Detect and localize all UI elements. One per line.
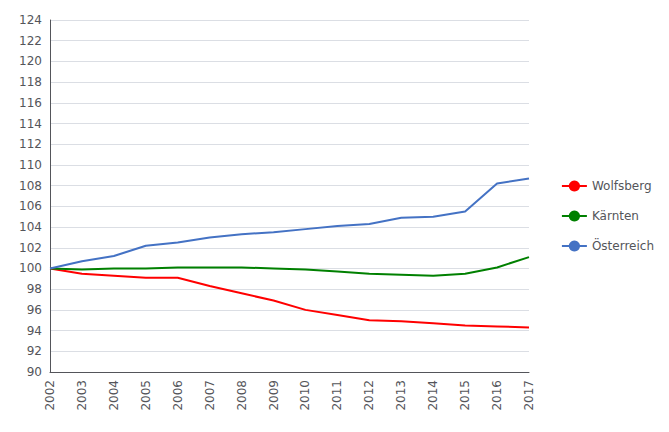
svg-text:2002: 2002 bbox=[43, 380, 57, 411]
svg-text:2007: 2007 bbox=[203, 380, 217, 411]
svg-text:106: 106 bbox=[19, 199, 42, 213]
svg-text:98: 98 bbox=[27, 282, 42, 296]
svg-text:90: 90 bbox=[27, 365, 42, 379]
svg-text:2015: 2015 bbox=[458, 380, 472, 411]
svg-text:2006: 2006 bbox=[171, 380, 185, 411]
svg-text:100: 100 bbox=[19, 261, 42, 275]
svg-text:110: 110 bbox=[19, 158, 42, 172]
svg-text:2014: 2014 bbox=[426, 380, 440, 411]
svg-text:116: 116 bbox=[19, 96, 42, 110]
svg-text:104: 104 bbox=[19, 220, 42, 234]
svg-text:2004: 2004 bbox=[107, 380, 121, 411]
svg-text:94: 94 bbox=[27, 324, 42, 338]
svg-text:2017: 2017 bbox=[522, 380, 536, 411]
svg-text:Kärnten: Kärnten bbox=[592, 209, 639, 223]
svg-text:2011: 2011 bbox=[330, 380, 344, 411]
svg-text:108: 108 bbox=[19, 179, 42, 193]
svg-text:Wolfsberg: Wolfsberg bbox=[592, 179, 652, 193]
svg-text:2008: 2008 bbox=[235, 380, 249, 411]
svg-text:Österreich: Österreich bbox=[592, 237, 654, 253]
svg-text:112: 112 bbox=[19, 137, 42, 151]
svg-text:92: 92 bbox=[27, 344, 42, 358]
svg-text:120: 120 bbox=[19, 54, 42, 68]
svg-text:114: 114 bbox=[19, 117, 42, 131]
svg-text:122: 122 bbox=[19, 34, 42, 48]
svg-text:2013: 2013 bbox=[394, 380, 408, 411]
svg-text:2005: 2005 bbox=[139, 380, 153, 411]
svg-text:2009: 2009 bbox=[267, 380, 281, 411]
svg-text:124: 124 bbox=[19, 13, 42, 27]
svg-text:2010: 2010 bbox=[298, 380, 312, 411]
svg-text:2012: 2012 bbox=[362, 380, 376, 411]
svg-text:96: 96 bbox=[27, 303, 42, 317]
svg-text:118: 118 bbox=[19, 75, 42, 89]
svg-text:102: 102 bbox=[19, 241, 42, 255]
svg-text:2016: 2016 bbox=[490, 380, 504, 411]
svg-text:2003: 2003 bbox=[75, 380, 89, 411]
